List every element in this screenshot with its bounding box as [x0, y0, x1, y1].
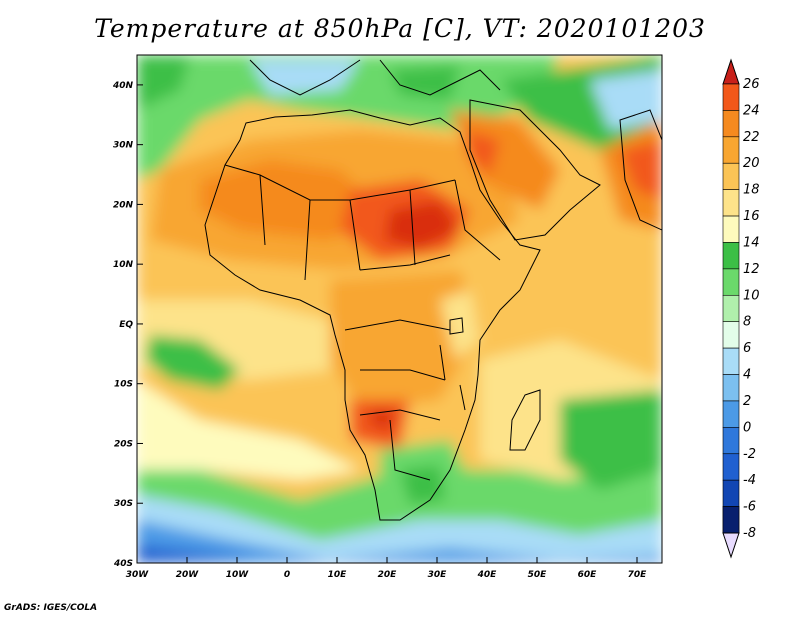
colorbar-segment — [722, 374, 740, 402]
lat-tick-label: 40S — [113, 559, 133, 569]
colorbar-label: 2 — [743, 394, 751, 409]
lon-tick-label: 10E — [328, 570, 348, 580]
colorbar-segment — [722, 347, 740, 375]
plot-frame — [136, 54, 663, 564]
colorbar-segment — [722, 215, 740, 243]
colorbar-label: 20 — [743, 156, 760, 171]
colorbar-segment — [722, 427, 740, 455]
colorbar-label: 12 — [743, 262, 760, 277]
colorbar-segment — [722, 321, 740, 349]
lat-tick-label: 20S — [114, 439, 133, 449]
lon-tick-label: 20W — [176, 570, 200, 580]
lon-tick-label: 70E — [628, 570, 648, 580]
lon-tick-label: 40E — [477, 570, 498, 580]
lon-tick-label: 0 — [284, 570, 290, 580]
colorbar-label: -8 — [743, 526, 756, 541]
axis-ticks: 30W 20W 10W 0 10E 20E 30E 40E 50E 60E 70E 40N 30N 20N… — [112, 81, 647, 580]
colorbar-segment — [722, 189, 740, 217]
lat-tick-label: 30S — [114, 499, 133, 509]
map-title: Temperature at 850hPa [C], VT: 202010120… — [94, 14, 706, 43]
lat-tick-label: 10N — [113, 260, 134, 270]
lon-tick-label: 50E — [528, 570, 548, 580]
colorbar-label: -2 — [743, 447, 756, 462]
colorbar-label: 6 — [743, 341, 751, 356]
lon-tick-label: 30W — [126, 570, 150, 580]
lat-tick-label: 40N — [112, 81, 134, 91]
colorbar-segment — [722, 268, 740, 296]
colorbar-label: 4 — [743, 368, 751, 383]
colorbar-label: 18 — [743, 183, 760, 198]
colorbar-label: 26 — [743, 77, 760, 92]
colorbar-segment — [722, 479, 740, 507]
lon-tick-label: 20E — [378, 570, 398, 580]
colorbar-segment — [722, 83, 740, 111]
lon-tick-label: 10W — [226, 570, 250, 580]
colorbar-segment — [722, 400, 740, 428]
colorbar-label: 16 — [743, 209, 760, 224]
colorbar-under-triangle — [722, 532, 740, 559]
colorbar-label: 8 — [743, 315, 751, 330]
lat-tick-label: EQ — [119, 320, 133, 330]
lat-tick-label: 10S — [114, 380, 133, 390]
colorbar-segment — [722, 162, 740, 190]
lat-tick-label: 30N — [113, 141, 134, 151]
colorbar-label: -4 — [743, 473, 756, 488]
colorbar-segment — [722, 110, 740, 138]
lon-tick-label: 30E — [428, 570, 448, 580]
temperature-field — [137, 55, 662, 563]
colorbar-segment — [722, 453, 740, 481]
colorbar-label: 22 — [743, 130, 760, 145]
colorbar-label: 10 — [743, 288, 760, 303]
colorbar-label: 24 — [743, 103, 760, 118]
colorbar-segment — [722, 242, 740, 270]
colorbar-segment — [722, 136, 740, 164]
coastline-overlay — [204, 59, 662, 521]
colorbar-bottom-segment — [722, 506, 740, 534]
colorbar-label: 0 — [743, 420, 751, 435]
colorbar-over-triangle — [722, 58, 740, 85]
lon-tick-label: 60E — [578, 570, 598, 580]
colorbar-label: -6 — [743, 500, 756, 515]
grads-credit: GrADS: IGES/COLA — [4, 603, 98, 613]
lat-tick-label: 20N — [113, 200, 134, 210]
colorbar-segment — [722, 294, 740, 323]
colorbar-label: 14 — [743, 235, 760, 250]
